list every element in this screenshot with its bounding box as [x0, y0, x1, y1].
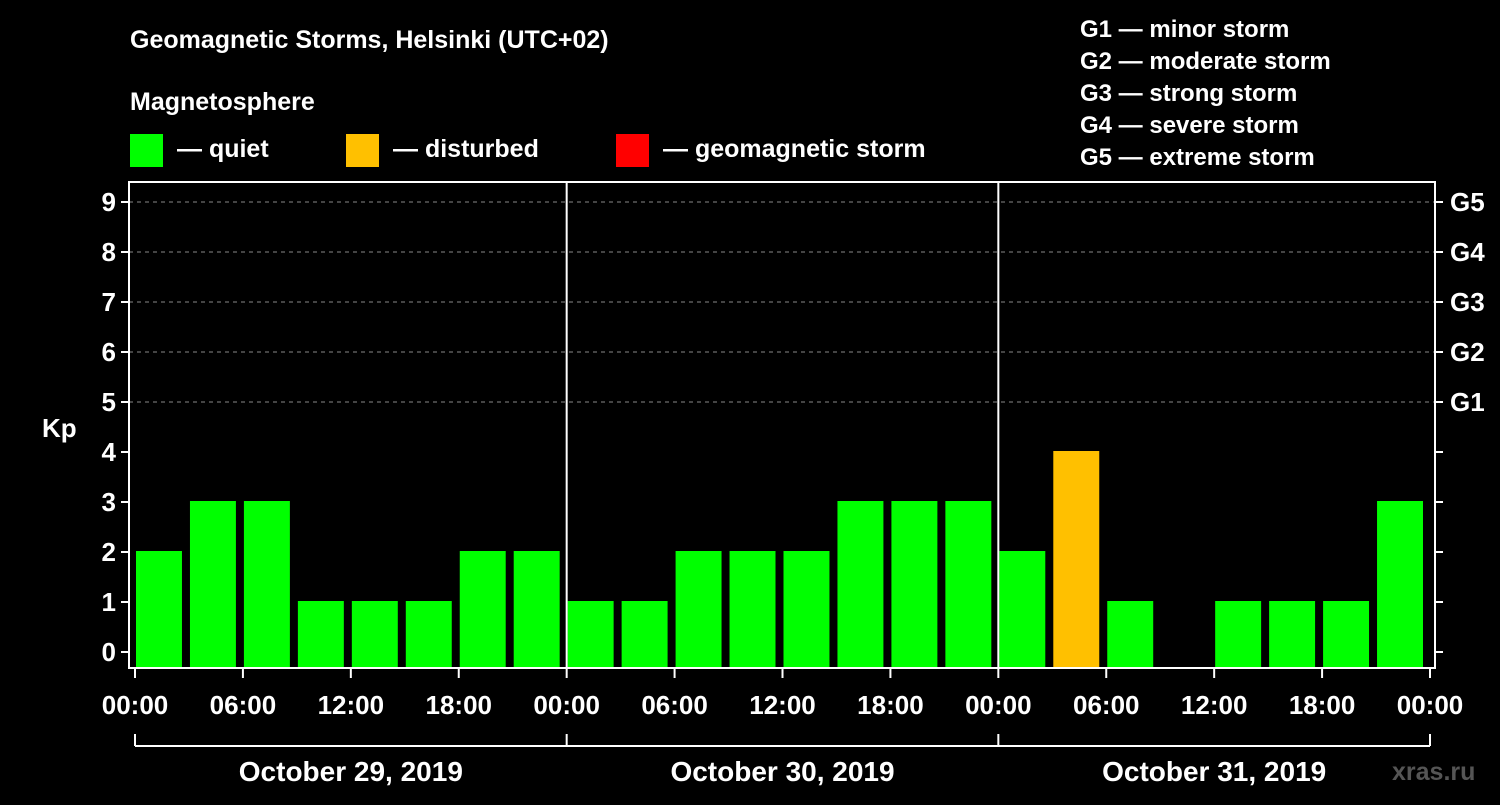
kp-bar — [136, 551, 182, 667]
kp-bar — [1377, 501, 1423, 667]
x-tick-label: 06:00 — [210, 690, 277, 720]
kp-bar — [783, 551, 830, 667]
kp-bar — [1323, 601, 1370, 667]
y-tick-label: 0 — [102, 637, 116, 667]
kp-bar — [513, 551, 560, 667]
day-label: October 29, 2019 — [239, 756, 463, 787]
kp-bar — [297, 601, 344, 667]
kp-bar — [1215, 601, 1262, 667]
right-tick-label: G1 — [1450, 387, 1485, 417]
y-tick-label: 2 — [102, 537, 116, 567]
kp-bar — [945, 501, 992, 667]
y-tick-label: 4 — [102, 437, 117, 467]
x-tick-label: 12:00 — [1181, 690, 1248, 720]
kp-bar — [1269, 601, 1316, 667]
kp-bar — [189, 501, 236, 667]
scale-legend-g2: G2 — moderate storm — [1080, 48, 1331, 75]
kp-bar — [351, 601, 398, 667]
y-axis-label: Kp — [42, 413, 77, 443]
y-tick-label: 6 — [102, 337, 116, 367]
x-tick-label: 06:00 — [1073, 690, 1140, 720]
y-tick-label: 7 — [102, 287, 116, 317]
y-tick-label: 3 — [102, 487, 116, 517]
scale-legend-g5: G5 — extreme storm — [1080, 144, 1315, 171]
kp-bar — [567, 601, 614, 667]
scale-legend-g4: G4 — severe storm — [1080, 112, 1299, 139]
chart-title: Geomagnetic Storms, Helsinki (UTC+02) — [130, 26, 609, 54]
x-tick-label: 06:00 — [641, 690, 708, 720]
x-tick-label: 12:00 — [749, 690, 816, 720]
x-tick-label: 00:00 — [533, 690, 600, 720]
x-tick-label: 00:00 — [1397, 690, 1464, 720]
kp-bar — [1053, 451, 1100, 667]
right-tick-label: G5 — [1450, 187, 1485, 217]
kp-bar — [405, 601, 452, 667]
y-tick-label: 8 — [102, 237, 116, 267]
plot-frame — [128, 181, 1436, 669]
x-tick-label: 00:00 — [965, 690, 1032, 720]
kp-bar — [675, 551, 722, 667]
kp-bar — [891, 501, 938, 667]
legend-swatch-disturbed — [346, 134, 379, 167]
legend-swatch-storm — [616, 134, 649, 167]
x-tick-label: 00:00 — [102, 690, 169, 720]
legend-title: Magnetosphere — [130, 88, 315, 116]
day-label: October 30, 2019 — [670, 756, 894, 787]
kp-bar — [837, 501, 884, 667]
kp-bar — [243, 501, 290, 667]
kp-bar — [459, 551, 506, 667]
watermark: xras.ru — [1392, 758, 1475, 786]
right-tick-label: G2 — [1450, 337, 1485, 367]
right-tick-label: G3 — [1450, 287, 1485, 317]
y-tick-label: 9 — [102, 187, 116, 217]
right-tick-label: G4 — [1450, 237, 1485, 267]
scale-legend-g3: G3 — strong storm — [1080, 80, 1297, 107]
legend-label-disturbed: — disturbed — [393, 135, 539, 163]
kp-bar — [621, 601, 668, 667]
scale-legend-g1: G1 — minor storm — [1080, 16, 1289, 43]
legend-label-storm: — geomagnetic storm — [663, 135, 926, 163]
y-tick-label: 1 — [102, 587, 116, 617]
kp-bar — [729, 551, 776, 667]
kp-bar — [999, 551, 1046, 667]
kp-bar — [1107, 601, 1154, 667]
y-tick-label: 5 — [102, 387, 116, 417]
x-tick-label: 18:00 — [857, 690, 924, 720]
x-tick-label: 12:00 — [318, 690, 385, 720]
x-tick-label: 18:00 — [1289, 690, 1356, 720]
x-tick-label: 18:00 — [426, 690, 493, 720]
legend-label-quiet: — quiet — [177, 135, 269, 163]
day-label: October 31, 2019 — [1102, 756, 1326, 787]
legend-swatch-quiet — [130, 134, 163, 167]
